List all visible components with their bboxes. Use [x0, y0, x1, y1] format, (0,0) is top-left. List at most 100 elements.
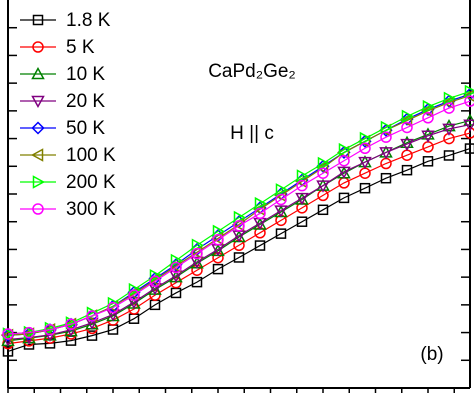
- marker: [212, 233, 224, 246]
- marker: [274, 205, 288, 218]
- legend-label: 20 K: [66, 91, 105, 112]
- marker: [338, 192, 350, 204]
- series-line: [7, 100, 471, 335]
- marker: [296, 216, 308, 227]
- legend-label: 100 K: [66, 145, 116, 166]
- marker: [31, 121, 45, 135]
- marker: [317, 156, 331, 171]
- marker: [317, 204, 329, 216]
- marker: [107, 296, 121, 311]
- marker: [337, 166, 351, 179]
- marker: [254, 240, 266, 251]
- marker: [359, 131, 373, 146]
- marker: [191, 247, 203, 260]
- marker: [422, 99, 436, 114]
- legend-label: 50 K: [66, 118, 105, 139]
- marker: [190, 256, 204, 269]
- series-line: [7, 124, 471, 341]
- marker: [212, 251, 224, 264]
- marker: [380, 172, 392, 184]
- marker: [170, 253, 184, 268]
- marker: [338, 154, 350, 167]
- marker: [400, 138, 414, 152]
- marker: [442, 123, 456, 136]
- legend-label: 1.8 K: [66, 10, 111, 31]
- marker: [149, 268, 163, 283]
- marker: [443, 91, 457, 106]
- marker: [464, 95, 474, 107]
- marker: [317, 167, 329, 179]
- marker: [462, 89, 474, 102]
- marker: [315, 160, 329, 175]
- marker: [86, 310, 98, 322]
- marker: [464, 127, 474, 139]
- legend-label: 10 K: [66, 64, 105, 85]
- marker: [212, 263, 224, 275]
- marker: [442, 119, 456, 132]
- marker: [443, 102, 455, 114]
- marker: [233, 220, 245, 232]
- marker: [31, 95, 45, 109]
- marker: [149, 275, 161, 288]
- marker: [421, 127, 435, 140]
- compound-label: CaPd₂Ge₂: [208, 61, 296, 82]
- marker: [30, 148, 44, 162]
- marker: [358, 156, 372, 170]
- marker: [338, 142, 352, 157]
- marker: [107, 301, 119, 314]
- marker: [233, 252, 245, 263]
- marker: [379, 147, 393, 160]
- marker: [31, 66, 45, 80]
- marker: [296, 169, 310, 183]
- marker: [464, 143, 474, 154]
- marker: [422, 156, 434, 167]
- marker: [420, 104, 434, 118]
- marker: [275, 228, 287, 239]
- marker: [401, 121, 413, 134]
- marker: [32, 14, 44, 26]
- marker: [275, 183, 289, 197]
- marker: [86, 330, 98, 341]
- marker: [169, 270, 183, 283]
- marker: [23, 326, 35, 339]
- marker: [191, 276, 203, 288]
- marker: [170, 261, 182, 274]
- marker: [254, 207, 266, 220]
- marker: [191, 264, 203, 276]
- marker: [44, 324, 56, 336]
- marker: [295, 192, 309, 206]
- marker: [359, 142, 371, 155]
- marker: [380, 131, 392, 143]
- marker: [441, 95, 455, 110]
- marker: [400, 135, 414, 148]
- marker: [65, 318, 77, 331]
- series-line: [7, 132, 471, 345]
- marker: [32, 41, 44, 53]
- marker: [32, 203, 44, 215]
- series-line: [7, 147, 471, 352]
- marker: [464, 84, 474, 99]
- marker: [401, 109, 415, 124]
- marker: [32, 175, 46, 189]
- marker: [443, 150, 455, 161]
- marker: [380, 120, 394, 135]
- marker: [316, 180, 330, 193]
- marker: [128, 282, 142, 297]
- marker: [401, 164, 413, 176]
- marker: [170, 287, 182, 299]
- marker: [254, 196, 268, 211]
- legend-label: 200 K: [66, 172, 116, 193]
- legend-label: 300 K: [66, 199, 116, 220]
- marker: [296, 179, 308, 192]
- marker: [422, 112, 434, 124]
- marker: [399, 113, 413, 128]
- marker: [275, 193, 287, 206]
- series-line: [7, 90, 471, 335]
- legend-label: 5 K: [66, 37, 95, 58]
- field-label: H || c: [230, 123, 274, 144]
- series: [2, 95, 474, 340]
- marker: [421, 130, 435, 143]
- marker: [128, 289, 140, 301]
- marker: [2, 328, 14, 340]
